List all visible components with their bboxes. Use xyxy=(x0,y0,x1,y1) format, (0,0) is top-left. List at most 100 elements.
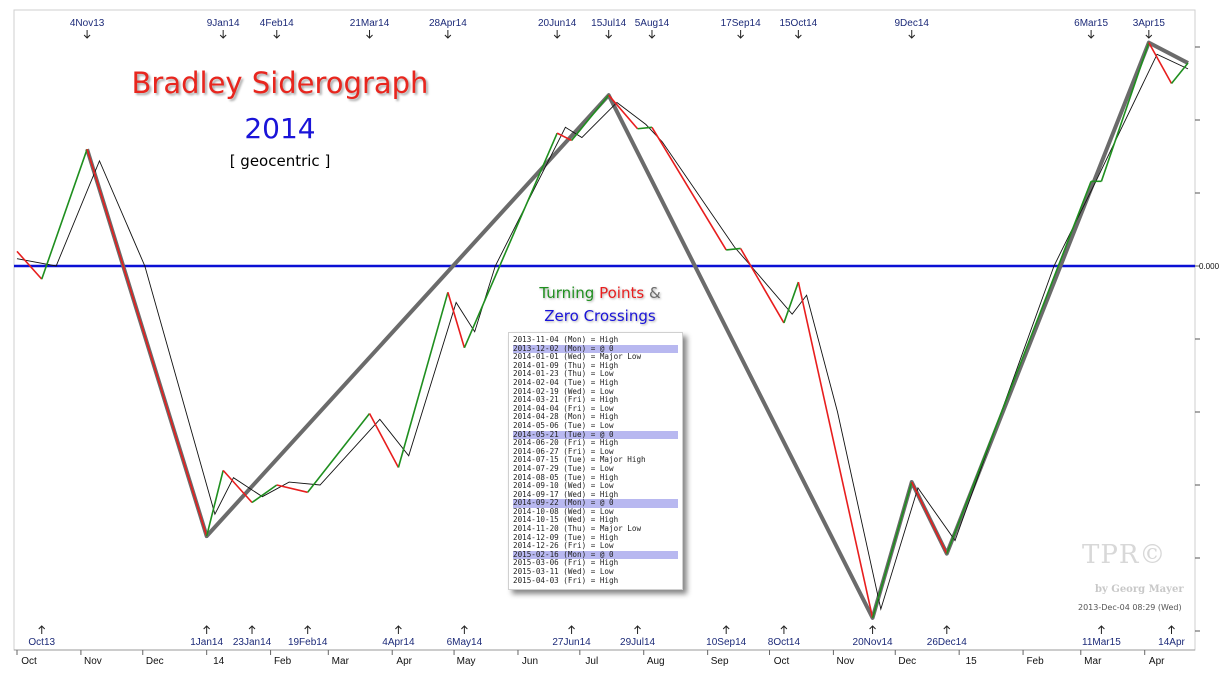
legend-title-zero: Zero Crossings xyxy=(544,307,656,325)
turning-point-row: 2014-06-27 (Fri) = Low xyxy=(513,446,614,456)
rising-segment xyxy=(1170,62,1189,85)
turning-point-row: 2015-03-06 (Fri) = High xyxy=(513,558,619,568)
bottom-marker-label: 20Nov14 xyxy=(853,637,893,648)
turning-point-row: 2014-10-08 (Wed) = Low xyxy=(513,506,614,516)
x-tick-label: Dec xyxy=(146,656,164,667)
falling-segment xyxy=(222,469,253,504)
legend-title-points: Points xyxy=(599,284,645,302)
falling-segment xyxy=(447,292,466,348)
top-marker-arrow xyxy=(83,30,91,39)
falling-segment xyxy=(651,126,727,251)
turning-point-row: 2014-07-15 (Tue) = Major High xyxy=(513,455,646,465)
turning-point-row: 2014-01-23 (Thu) = Low xyxy=(513,369,614,379)
bottom-marker-arrow xyxy=(869,625,876,634)
bottom-marker-label: 6May14 xyxy=(447,637,483,648)
rising-segment xyxy=(463,132,558,349)
watermark-author: by Georg Mayer xyxy=(1095,584,1184,595)
legend-title-amp: & xyxy=(648,284,661,302)
zero-crossing-row: 2013-12-02 (Mon) = @ 0 xyxy=(513,344,678,354)
top-marker-label: 9Jan14 xyxy=(207,18,240,29)
turning-point-row: 2014-01-01 (Wed) = Major Low xyxy=(513,352,642,362)
rising-segment xyxy=(397,292,449,468)
x-tick-label: Feb xyxy=(274,656,292,667)
turning-point-row: 2015-03-11 (Wed) = Low xyxy=(513,567,614,577)
turning-point-row: 2014-11-20 (Thu) = Major Low xyxy=(513,524,642,534)
bottom-marker-arrow xyxy=(304,625,312,634)
bottom-marker-arrow xyxy=(248,625,256,634)
bottom-marker-arrow xyxy=(722,625,730,634)
x-tick-label: Apr xyxy=(1149,656,1165,667)
turning-point-row: 2014-04-28 (Mon) = High xyxy=(513,412,619,422)
bottom-marker-label: 8Oct14 xyxy=(768,637,801,648)
x-tick-label: Jul xyxy=(585,656,598,667)
bottom-marker-label: 4Apr14 xyxy=(382,637,415,648)
x-tick-label: Sep xyxy=(711,656,729,667)
top-marker-label: 4Feb14 xyxy=(260,18,294,29)
x-tick-label: Aug xyxy=(647,656,665,667)
rising-segment xyxy=(1100,42,1150,182)
top-marker-arrow xyxy=(553,30,561,39)
x-tick-label: May xyxy=(457,656,476,667)
bottom-marker-arrow xyxy=(395,625,402,634)
chart-title: Bradley Siderograph xyxy=(131,66,429,100)
falling-segment xyxy=(86,148,208,537)
x-tick-label: Nov xyxy=(837,656,855,667)
x-tick-label: Jun xyxy=(522,656,538,667)
top-marker-label: 21Mar14 xyxy=(350,18,390,29)
x-tick-label: Nov xyxy=(84,656,102,667)
legend-title: Turning Points & Zero Crossings xyxy=(500,282,700,328)
zero-crossing-row: 2015-02-16 (Mon) = @ 0 xyxy=(513,550,678,560)
top-marker-arrow xyxy=(795,30,802,39)
top-marker-label: 5Aug14 xyxy=(635,18,670,29)
bottom-marker-arrow xyxy=(780,625,788,634)
bottom-marker-arrow xyxy=(1098,625,1105,634)
turning-point-row: 2014-09-10 (Wed) = Low xyxy=(513,481,614,491)
rising-segment xyxy=(871,481,913,619)
top-marker-arrow xyxy=(1087,30,1095,39)
chart-note: [ geocentric ] xyxy=(229,152,331,170)
bottom-marker-arrow xyxy=(568,625,575,634)
falling-segment xyxy=(556,132,572,142)
x-tick-label: Oct xyxy=(21,656,37,667)
watermark-logo: TPR© xyxy=(1082,540,1167,570)
falling-segment xyxy=(368,413,400,468)
top-marker-label: 3Apr15 xyxy=(1133,18,1166,29)
bottom-marker-arrow xyxy=(38,625,46,634)
turning-points-list: 2013-11-04 (Mon) = High 2013-12-02 (Mon) … xyxy=(508,332,683,590)
top-marker-label: 15Oct14 xyxy=(779,18,817,29)
rising-segment xyxy=(251,484,278,504)
turning-point-row: 2014-03-21 (Fri) = High xyxy=(513,395,619,405)
rising-segment xyxy=(570,94,610,141)
top-marker-arrow xyxy=(908,30,916,39)
rising-segment xyxy=(946,181,1092,554)
bottom-marker-label: 26Dec14 xyxy=(927,637,967,648)
top-marker-arrow xyxy=(648,30,656,39)
turning-point-row: 2014-02-19 (Wed) = Low xyxy=(513,386,614,396)
top-marker-arrow xyxy=(737,30,744,39)
rising-segment xyxy=(40,148,88,280)
falling-segment xyxy=(276,484,308,494)
turning-point-row: 2014-04-04 (Fri) = Low xyxy=(513,403,614,413)
top-marker-arrow xyxy=(219,30,227,39)
bottom-marker-arrow xyxy=(1168,625,1175,634)
turning-point-row: 2014-08-05 (Tue) = High xyxy=(513,472,619,482)
x-tick-label: Feb xyxy=(1026,656,1044,667)
falling-segment xyxy=(739,248,785,324)
top-marker-arrow xyxy=(366,30,373,39)
rising-segment xyxy=(637,126,653,130)
bottom-marker-arrow xyxy=(461,625,468,634)
siderograph-smoothed-line xyxy=(16,53,1189,611)
zero-value-label: 0.000 xyxy=(1199,262,1220,271)
bottom-marker-label: 1Jan14 xyxy=(190,637,223,648)
rising-segment xyxy=(205,470,224,537)
legend-title-turning: Turning xyxy=(539,284,595,302)
top-marker-label: 9Dec14 xyxy=(895,18,930,29)
rising-segment xyxy=(726,247,741,251)
bottom-marker-label: 27Jun14 xyxy=(552,637,591,648)
turning-point-row: 2014-12-26 (Fri) = Low xyxy=(513,541,614,551)
x-tick-label: 15 xyxy=(966,656,978,667)
x-tick-label: 14 xyxy=(213,656,225,667)
falling-segment xyxy=(911,481,948,554)
x-tick-label: Apr xyxy=(396,656,412,667)
